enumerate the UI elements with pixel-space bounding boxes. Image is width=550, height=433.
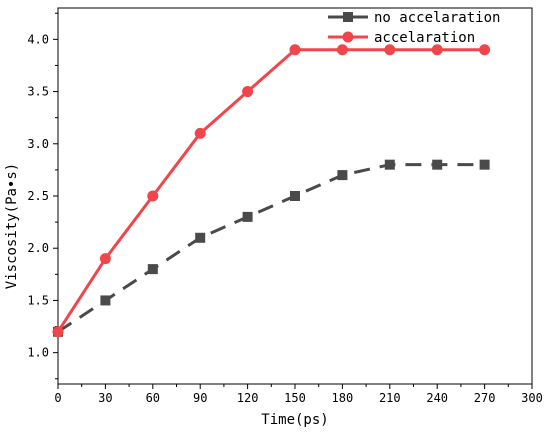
x-tick-label: 120 — [237, 391, 259, 405]
y-tick-label: 2.0 — [27, 241, 49, 255]
legend: no accelaration accelaration — [328, 10, 500, 46]
data-point — [479, 159, 490, 170]
data-point — [432, 159, 443, 170]
series-line — [56, 48, 485, 333]
x-tick-label: 30 — [98, 391, 112, 405]
x-tick-label: 180 — [332, 391, 354, 405]
legend-label: accelaration — [374, 30, 475, 46]
data-point — [147, 264, 158, 275]
legend-label: no accelaration — [374, 10, 500, 26]
y-tick-label: 3.5 — [27, 85, 49, 99]
y-tick-label: 3.0 — [27, 137, 49, 151]
data-point — [384, 44, 396, 56]
data-point — [99, 253, 111, 265]
series-line — [57, 163, 485, 334]
data-point — [100, 295, 111, 306]
axes: 0 30 60 90 120 150 180 210 240 270 300 1.0 1.5 2.0 2.5… — [27, 7, 543, 405]
data-point — [479, 44, 491, 56]
x-tick-label: 0 — [54, 391, 61, 405]
data-point — [52, 326, 64, 338]
data-point — [289, 44, 301, 56]
data-point — [337, 170, 348, 181]
y-tick-label: 2.5 — [27, 189, 49, 203]
legend-marker — [342, 31, 354, 43]
data-point — [290, 191, 300, 201]
x-tick-label: 270 — [474, 391, 496, 405]
legend-marker — [343, 12, 353, 22]
legend-item: accelaration — [328, 30, 475, 46]
data-point — [242, 86, 254, 98]
x-tick-label: 150 — [284, 391, 306, 405]
legend-item: no accelaration — [328, 10, 500, 26]
y-tick-label: 1.5 — [27, 293, 49, 307]
data-point — [194, 127, 206, 139]
data-point — [242, 211, 253, 222]
series-layer — [52, 44, 491, 338]
x-tick-label: 240 — [426, 391, 448, 405]
data-point — [147, 190, 159, 202]
x-tick-label: 90 — [193, 391, 207, 405]
data-point — [195, 232, 206, 243]
x-tick-label: 300 — [521, 391, 543, 405]
x-axis-title: Time(ps) — [261, 412, 328, 428]
x-tick-label: 210 — [379, 391, 401, 405]
y-tick-label: 1.0 — [27, 346, 49, 360]
y-axis-title: Viscosity(Pa•s) — [4, 163, 20, 289]
data-point — [431, 44, 443, 56]
series-2 — [52, 44, 491, 338]
x-tick-label: 60 — [146, 391, 160, 405]
y-tick-label: 4.0 — [27, 32, 49, 46]
data-point — [336, 44, 348, 56]
series-1 — [53, 159, 490, 337]
data-point — [384, 159, 395, 170]
